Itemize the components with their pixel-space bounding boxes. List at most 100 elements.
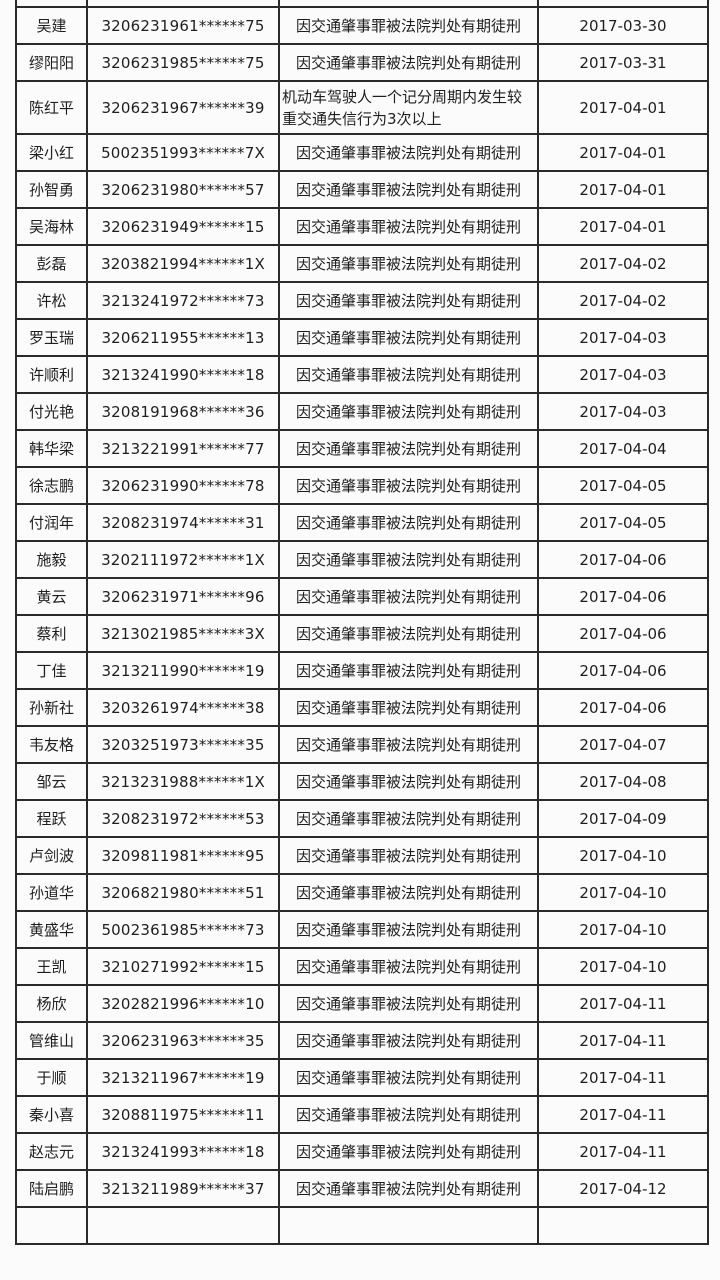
name-cell: 杨欣: [15, 984, 88, 1023]
table-row: 黄云 3206231971******96 因交通肇事罪被法院判处有期徒刑 2017-…: [15, 577, 709, 616]
name-cell: 吴建: [15, 6, 88, 45]
reason-cell: 因交通肇事罪被法院判处有期徒刑: [278, 281, 539, 320]
date-cell: 2017-03-31: [537, 43, 709, 82]
name-cell: 陈红平: [15, 80, 88, 135]
table-row: 黄盛华 5002361985******73 因交通肇事罪被法院判处有期徒刑 2017…: [15, 910, 709, 949]
table-body: 吴建 3206231961******75 因交通肇事罪被法院判处有期徒刑 2017-…: [15, 0, 709, 1245]
reason-cell: 因交通肇事罪被法院判处有期徒刑: [278, 762, 539, 801]
id-number-cell: 3208811975******11: [86, 1095, 280, 1134]
name-cell: 梁小红: [15, 133, 88, 172]
id-number-cell: 3213231988******1X: [86, 762, 280, 801]
reason-cell: 因交通肇事罪被法院判处有期徒刑: [278, 614, 539, 653]
reason-cell: 因交通肇事罪被法院判处有期徒刑: [278, 1021, 539, 1060]
name-cell: 蔡利: [15, 614, 88, 653]
name-cell: 赵志元: [15, 1132, 88, 1171]
name-cell: 付润年: [15, 503, 88, 542]
table-row: 施毅 3202111972******1X 因交通肇事罪被法院判处有期徒刑 2017-…: [15, 540, 709, 579]
date-cell: 2017-04-12: [537, 1169, 709, 1208]
table-row: 卢剑波 3209811981******95 因交通肇事罪被法院判处有期徒刑 2017…: [15, 836, 709, 875]
table-row: 许顺利 3213241990******18 因交通肇事罪被法院判处有期徒刑 2017…: [15, 355, 709, 394]
table-row: 孙智勇 3206231980******57 因交通肇事罪被法院判处有期徒刑 2017…: [15, 170, 709, 209]
name-cell: 卢剑波: [15, 836, 88, 875]
name-cell: 孙智勇: [15, 170, 88, 209]
reason-cell: 因交通肇事罪被法院判处有期徒刑: [278, 392, 539, 431]
id-number-cell: 3206231980******57: [86, 170, 280, 209]
name-cell: 罗玉瑞: [15, 318, 88, 357]
name-cell: 于顺: [15, 1058, 88, 1097]
reason-cell: 因交通肇事罪被法院判处有期徒刑: [278, 170, 539, 209]
date-cell: 2017-04-06: [537, 540, 709, 579]
date-cell: 2017-04-06: [537, 577, 709, 616]
date-cell: 2017-04-05: [537, 503, 709, 542]
date-cell: 2017-04-06: [537, 614, 709, 653]
table-row: 付光艳 3208191968******36 因交通肇事罪被法院判处有期徒刑 2017…: [15, 392, 709, 431]
id-number-cell: 3206821980******51: [86, 873, 280, 912]
id-number-cell: 3208191968******36: [86, 392, 280, 431]
id-number-cell: 3203261974******38: [86, 688, 280, 727]
date-cell: 2017-04-01: [537, 170, 709, 209]
name-cell: 孙新社: [15, 688, 88, 727]
date-cell: 2017-04-01: [537, 207, 709, 246]
table-row: 彭磊 3203821994******1X 因交通肇事罪被法院判处有期徒刑 2017-…: [15, 244, 709, 283]
id-number-cell: 3206231985******75: [86, 43, 280, 82]
name-cell: 秦小喜: [15, 1095, 88, 1134]
date-cell: 2017-04-07: [537, 725, 709, 764]
date-cell: 2017-04-03: [537, 318, 709, 357]
date-cell: 2017-04-03: [537, 392, 709, 431]
reason-cell: 因交通肇事罪被法院判处有期徒刑: [278, 466, 539, 505]
reason-cell: 因交通肇事罪被法院判处有期徒刑: [278, 207, 539, 246]
id-number-cell: 3202111972******1X: [86, 540, 280, 579]
date-cell: 2017-04-11: [537, 1132, 709, 1171]
reason-cell: 因交通肇事罪被法院判处有期徒刑: [278, 503, 539, 542]
date-cell: 2017-04-01: [537, 80, 709, 135]
id-number-cell: 3213211989******37: [86, 1169, 280, 1208]
id-number-cell: 3206231949******15: [86, 207, 280, 246]
id-number-cell: 3213241990******18: [86, 355, 280, 394]
table-row: 缪阳阳 3206231985******75 因交通肇事罪被法院判处有期徒刑 2017…: [15, 43, 709, 82]
id-number-cell: 3213021985******3X: [86, 614, 280, 653]
name-cell: 许松: [15, 281, 88, 320]
table-row: 吴海林 3206231949******15 因交通肇事罪被法院判处有期徒刑 2017…: [15, 207, 709, 246]
date-cell: 2017-04-11: [537, 984, 709, 1023]
id-number-cell: 3206231990******78: [86, 466, 280, 505]
reason-cell: 因交通肇事罪被法院判处有期徒刑: [278, 429, 539, 468]
date-cell: 2017-04-10: [537, 836, 709, 875]
reason-cell: 因交通肇事罪被法院判处有期徒刑: [278, 1169, 539, 1208]
name-cell: 韦友格: [15, 725, 88, 764]
name-cell: 孙道华: [15, 873, 88, 912]
reason-cell: 因交通肇事罪被法院判处有期徒刑: [278, 318, 539, 357]
reason-cell: 因交通肇事罪被法院判处有期徒刑: [278, 688, 539, 727]
id-number-cell: 5002351993******7X: [86, 133, 280, 172]
id-number-cell: 3210271992******15: [86, 947, 280, 986]
id-number-cell: 3208231974******31: [86, 503, 280, 542]
reason-cell: 因交通肇事罪被法院判处有期徒刑: [278, 133, 539, 172]
reason-cell: 机动车驾驶人一个记分周期内发生较重交通失信行为3次以上: [278, 80, 539, 135]
date-cell: 2017-04-10: [537, 947, 709, 986]
date-cell: 2017-04-09: [537, 799, 709, 838]
id-number-cell: 3206231961******75: [86, 6, 280, 45]
name-cell: 丁佳: [15, 651, 88, 690]
date-cell: 2017-04-06: [537, 688, 709, 727]
date-cell: 2017-04-05: [537, 466, 709, 505]
reason-cell: 因交通肇事罪被法院判处有期徒刑: [278, 6, 539, 45]
table-row: 蔡利 3213021985******3X 因交通肇事罪被法院判处有期徒刑 2017-…: [15, 614, 709, 653]
name-cell: 施毅: [15, 540, 88, 579]
table-row: 付润年 3208231974******31 因交通肇事罪被法院判处有期徒刑 2017…: [15, 503, 709, 542]
id-number-cell: 3206231967******39: [86, 80, 280, 135]
table-row: 陆启鹏 3213211989******37 因交通肇事罪被法院判处有期徒刑 2017…: [15, 1169, 709, 1208]
id-number-cell: 3213211967******19: [86, 1058, 280, 1097]
id-number-cell: 3213241993******18: [86, 1132, 280, 1171]
table-row: 邹云 3213231988******1X 因交通肇事罪被法院判处有期徒刑 2017-…: [15, 762, 709, 801]
reason-cell: 因交通肇事罪被法院判处有期徒刑: [278, 910, 539, 949]
date-cell: 2017-04-11: [537, 1095, 709, 1134]
table-row: 罗玉瑞 3206211955******13 因交通肇事罪被法院判处有期徒刑 2017…: [15, 318, 709, 357]
reason-cell: 因交通肇事罪被法院判处有期徒刑: [278, 43, 539, 82]
id-number-cell: 3202821996******10: [86, 984, 280, 1023]
record-table: 吴建 3206231961******75 因交通肇事罪被法院判处有期徒刑 2017-…: [15, 0, 709, 1245]
table-row: 梁小红 5002351993******7X 因交通肇事罪被法院判处有期徒刑 2017…: [15, 133, 709, 172]
table-row: 秦小喜 3208811975******11 因交通肇事罪被法院判处有期徒刑 2017…: [15, 1095, 709, 1134]
name-cell: 彭磊: [15, 244, 88, 283]
reason-cell: 因交通肇事罪被法院判处有期徒刑: [278, 1132, 539, 1171]
reason-cell: 因交通肇事罪被法院判处有期徒刑: [278, 1058, 539, 1097]
id-number-cell: 3203251973******35: [86, 725, 280, 764]
